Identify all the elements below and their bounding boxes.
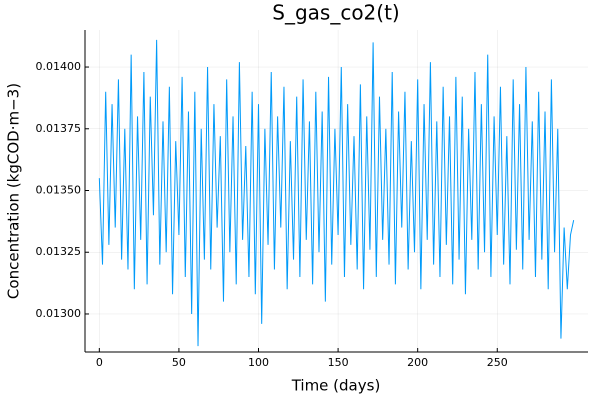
- chart-title: S_gas_co2(t): [272, 1, 399, 25]
- y-tick-label: 0.01375: [36, 122, 82, 135]
- y-axis-label: Concentration (kgCOD·m−3): [5, 83, 23, 299]
- data-line: [98, 39, 575, 347]
- x-tick-label: 250: [487, 356, 508, 369]
- y-tick-label: 0.01325: [36, 245, 82, 258]
- x-tick-label: 0: [96, 356, 103, 369]
- x-tick-label: 100: [248, 356, 269, 369]
- y-tick-label: 0.01350: [36, 184, 82, 197]
- y-tick-label: 0.01300: [36, 307, 82, 320]
- x-tick-label: 50: [172, 356, 186, 369]
- x-axis-label: Time (days): [291, 377, 381, 395]
- x-tick-label: 200: [407, 356, 428, 369]
- x-tick-label: 150: [328, 356, 349, 369]
- y-tick-label: 0.01400: [36, 60, 82, 73]
